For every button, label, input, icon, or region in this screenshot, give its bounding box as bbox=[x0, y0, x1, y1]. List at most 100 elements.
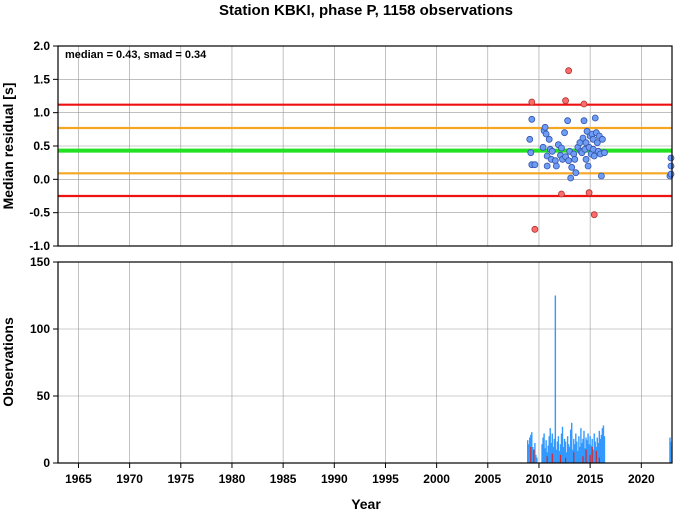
observation-bar bbox=[562, 446, 565, 463]
observation-bar bbox=[550, 442, 552, 463]
outlier-point bbox=[531, 225, 539, 233]
observation-bar bbox=[561, 426, 564, 463]
residual-point bbox=[567, 174, 575, 182]
observations-y-tick-label: 150 bbox=[30, 255, 50, 269]
observations-y-tick-label: 50 bbox=[37, 389, 51, 403]
observation-bar bbox=[598, 430, 601, 463]
x-tick-label: 1980 bbox=[219, 472, 246, 486]
residual-y-tick-label: -1.0 bbox=[29, 239, 50, 253]
observation-bar bbox=[592, 449, 594, 463]
residual-point bbox=[583, 127, 591, 135]
observations-panel: 150 100 50 0 1965 1970 1975 1980 1985 1990 1995 20… bbox=[0, 255, 673, 512]
residual-point bbox=[667, 162, 675, 170]
x-tick-label: 1970 bbox=[116, 472, 143, 486]
observation-bar bbox=[578, 436, 580, 463]
observation-bar bbox=[576, 441, 578, 463]
observations-y-label: Observations bbox=[0, 317, 16, 407]
outlier-bar bbox=[582, 456, 584, 463]
observation-bar bbox=[541, 444, 543, 463]
observation-bar bbox=[565, 452, 568, 463]
observations-y-tick-label: 100 bbox=[30, 322, 50, 336]
observation-bar bbox=[569, 429, 572, 463]
residual-point bbox=[542, 130, 550, 138]
residual-point bbox=[584, 162, 592, 170]
x-tick-label: 2020 bbox=[628, 472, 655, 486]
observations-grid bbox=[58, 261, 672, 464]
observation-bar bbox=[563, 438, 566, 463]
observation-bar bbox=[567, 444, 570, 463]
observation-bar bbox=[566, 436, 569, 463]
observation-bar bbox=[581, 442, 583, 463]
observation-bar bbox=[556, 441, 559, 463]
observation-bar bbox=[575, 433, 577, 463]
residual-point bbox=[565, 157, 573, 165]
residual-point bbox=[582, 139, 590, 147]
outlier-point bbox=[590, 211, 598, 219]
residual-point bbox=[548, 147, 556, 155]
outlier-point bbox=[562, 97, 569, 105]
observations-y-ticks: 150 100 50 0 bbox=[30, 255, 58, 470]
residual-point bbox=[526, 135, 534, 143]
observation-bar bbox=[589, 436, 591, 463]
residual-point bbox=[543, 162, 551, 170]
observation-bar bbox=[549, 428, 551, 463]
residual-point bbox=[564, 117, 572, 125]
x-tick-label: 2000 bbox=[423, 472, 450, 486]
residual-point bbox=[552, 162, 560, 170]
observation-bar bbox=[603, 436, 606, 463]
residual-point bbox=[667, 154, 675, 162]
residual-panel: median = 0.43, smad = 0.34 2.0 1.5 1.0 0.5 0… bbox=[0, 39, 675, 253]
observation-bar bbox=[534, 442, 536, 463]
observation-bar bbox=[572, 449, 574, 463]
residual-y-tick-label: 0.0 bbox=[33, 172, 50, 186]
residual-point bbox=[579, 134, 587, 142]
outlier-bar bbox=[591, 446, 593, 463]
residual-point bbox=[558, 144, 565, 152]
outlier-bar bbox=[559, 454, 562, 463]
residual-point bbox=[539, 143, 547, 151]
observation-bar bbox=[582, 438, 584, 463]
observation-bar bbox=[558, 450, 561, 463]
observation-bar bbox=[669, 446, 672, 463]
observation-bar bbox=[584, 448, 586, 463]
outlier-bar bbox=[589, 454, 591, 463]
outlier-bar bbox=[530, 446, 532, 463]
outlier-bar bbox=[546, 456, 548, 463]
observations-y-tick-label: 0 bbox=[43, 456, 50, 470]
observation-bar bbox=[542, 437, 544, 463]
observation-bar bbox=[600, 434, 603, 463]
residual-point bbox=[571, 155, 579, 163]
outlier-point bbox=[565, 67, 573, 75]
outlier-bar bbox=[551, 453, 553, 463]
observation-bar bbox=[577, 450, 579, 463]
observation-bar bbox=[545, 440, 547, 463]
outlier-point bbox=[580, 100, 588, 108]
observation-bar bbox=[601, 428, 604, 463]
observation-bar bbox=[560, 433, 563, 463]
observation-bar bbox=[573, 438, 575, 463]
observation-bar bbox=[571, 422, 573, 463]
residual-point bbox=[590, 152, 598, 160]
residual-y-tick-label: 1.0 bbox=[33, 106, 50, 120]
residual-point bbox=[597, 172, 605, 180]
observation-bar bbox=[554, 295, 557, 463]
observation-bar bbox=[557, 436, 560, 463]
observation-bar bbox=[580, 428, 582, 463]
observation-bar bbox=[536, 457, 538, 463]
residual-y-tick-label: 2.0 bbox=[33, 39, 50, 53]
residual-y-ticks: 2.0 1.5 1.0 0.5 0.0 -0.5 -1.0 bbox=[29, 39, 58, 253]
residual-point bbox=[591, 114, 599, 122]
residual-point bbox=[667, 170, 675, 178]
outlier-point bbox=[585, 189, 593, 197]
observation-bar bbox=[548, 436, 550, 463]
residual-point bbox=[601, 149, 608, 157]
residual-points bbox=[526, 67, 675, 233]
residual-point bbox=[580, 117, 588, 125]
outlier-bar bbox=[533, 449, 535, 463]
observation-bar bbox=[528, 444, 530, 463]
observation-bar bbox=[552, 446, 554, 463]
observation-bar bbox=[583, 430, 585, 463]
observation-bar bbox=[596, 437, 598, 463]
outlier-bar bbox=[598, 457, 600, 463]
